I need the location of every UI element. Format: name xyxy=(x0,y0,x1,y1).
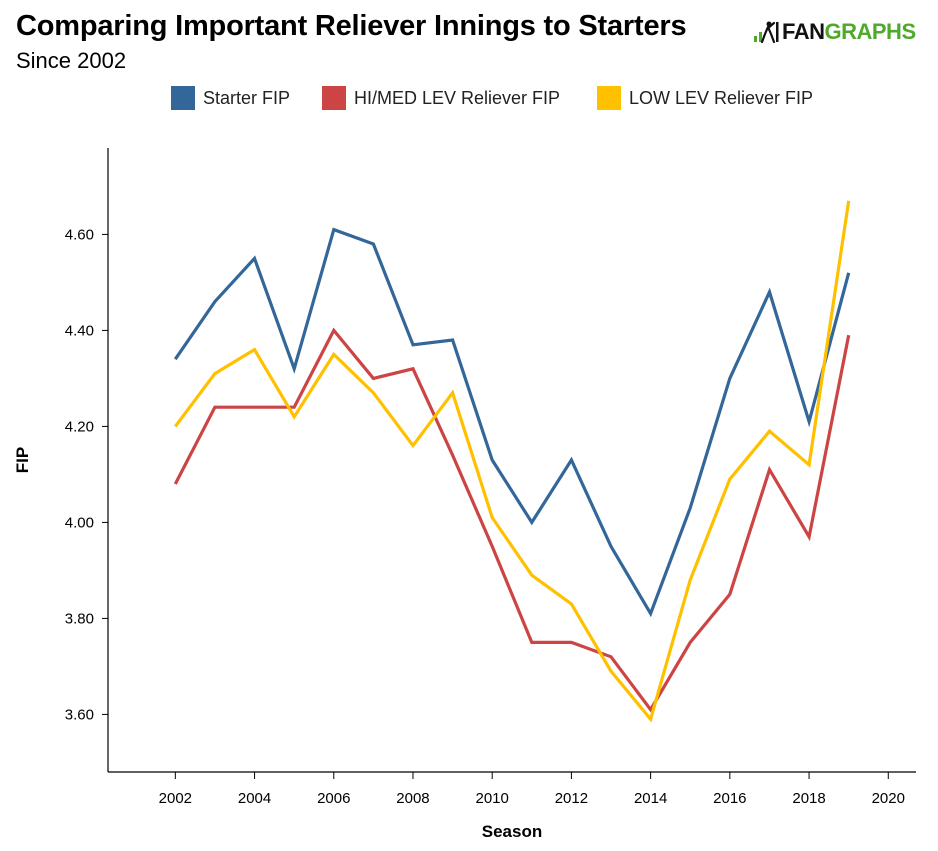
y-tick-label: 4.60 xyxy=(65,226,94,243)
y-tick-label: 4.20 xyxy=(65,418,94,435)
x-tick-label: 2012 xyxy=(555,790,588,807)
x-tick-label: 2008 xyxy=(396,790,429,807)
x-tick-label: 2016 xyxy=(713,790,746,807)
logo-graphs-text: GRAPHS xyxy=(824,19,917,44)
legend-label: Starter FIP xyxy=(203,87,291,108)
chart-title: Comparing Important Reliever Innings to … xyxy=(16,10,687,42)
x-tick-label: 2010 xyxy=(476,790,509,807)
chart-subtitle: Since 2002 xyxy=(16,48,127,73)
y-tick-label: 3.80 xyxy=(65,610,94,627)
x-tick-label: 2002 xyxy=(159,790,192,807)
legend-swatch xyxy=(171,86,195,110)
y-tick-label: 4.00 xyxy=(65,514,94,531)
y-axis-title: FIP xyxy=(13,447,32,473)
legend-item-starter: Starter FIP xyxy=(171,86,290,110)
logo-fan-text: FAN xyxy=(782,19,825,44)
chart-legend: Starter FIP HI/MED LEV Reliever FIP LOW … xyxy=(0,86,938,114)
x-tick-label: 2018 xyxy=(792,790,825,807)
x-tick-label: 2004 xyxy=(238,790,271,807)
legend-item-hi-med-lev: HI/MED LEV Reliever FIP xyxy=(322,86,560,110)
batter-logo-icon xyxy=(752,20,780,44)
legend-swatch xyxy=(597,86,621,110)
legend-label: LOW LEV Reliever FIP xyxy=(629,87,814,108)
x-tick-label: 2014 xyxy=(634,790,667,807)
legend-swatch xyxy=(322,86,346,110)
legend-label: HI/MED LEV Reliever FIP xyxy=(354,87,561,108)
y-tick-label: 3.60 xyxy=(65,706,94,723)
y-tick-label: 4.40 xyxy=(65,322,94,339)
legend-item-low-lev: LOW LEV Reliever FIP xyxy=(597,86,813,110)
x-tick-label: 2020 xyxy=(872,790,905,807)
x-axis-title: Season xyxy=(482,822,542,841)
series-line-0 xyxy=(173,227,851,618)
series-line-2 xyxy=(174,200,851,723)
fangraphs-logo: FAN GRAPHS xyxy=(752,18,916,46)
x-tick-label: 2006 xyxy=(317,790,350,807)
